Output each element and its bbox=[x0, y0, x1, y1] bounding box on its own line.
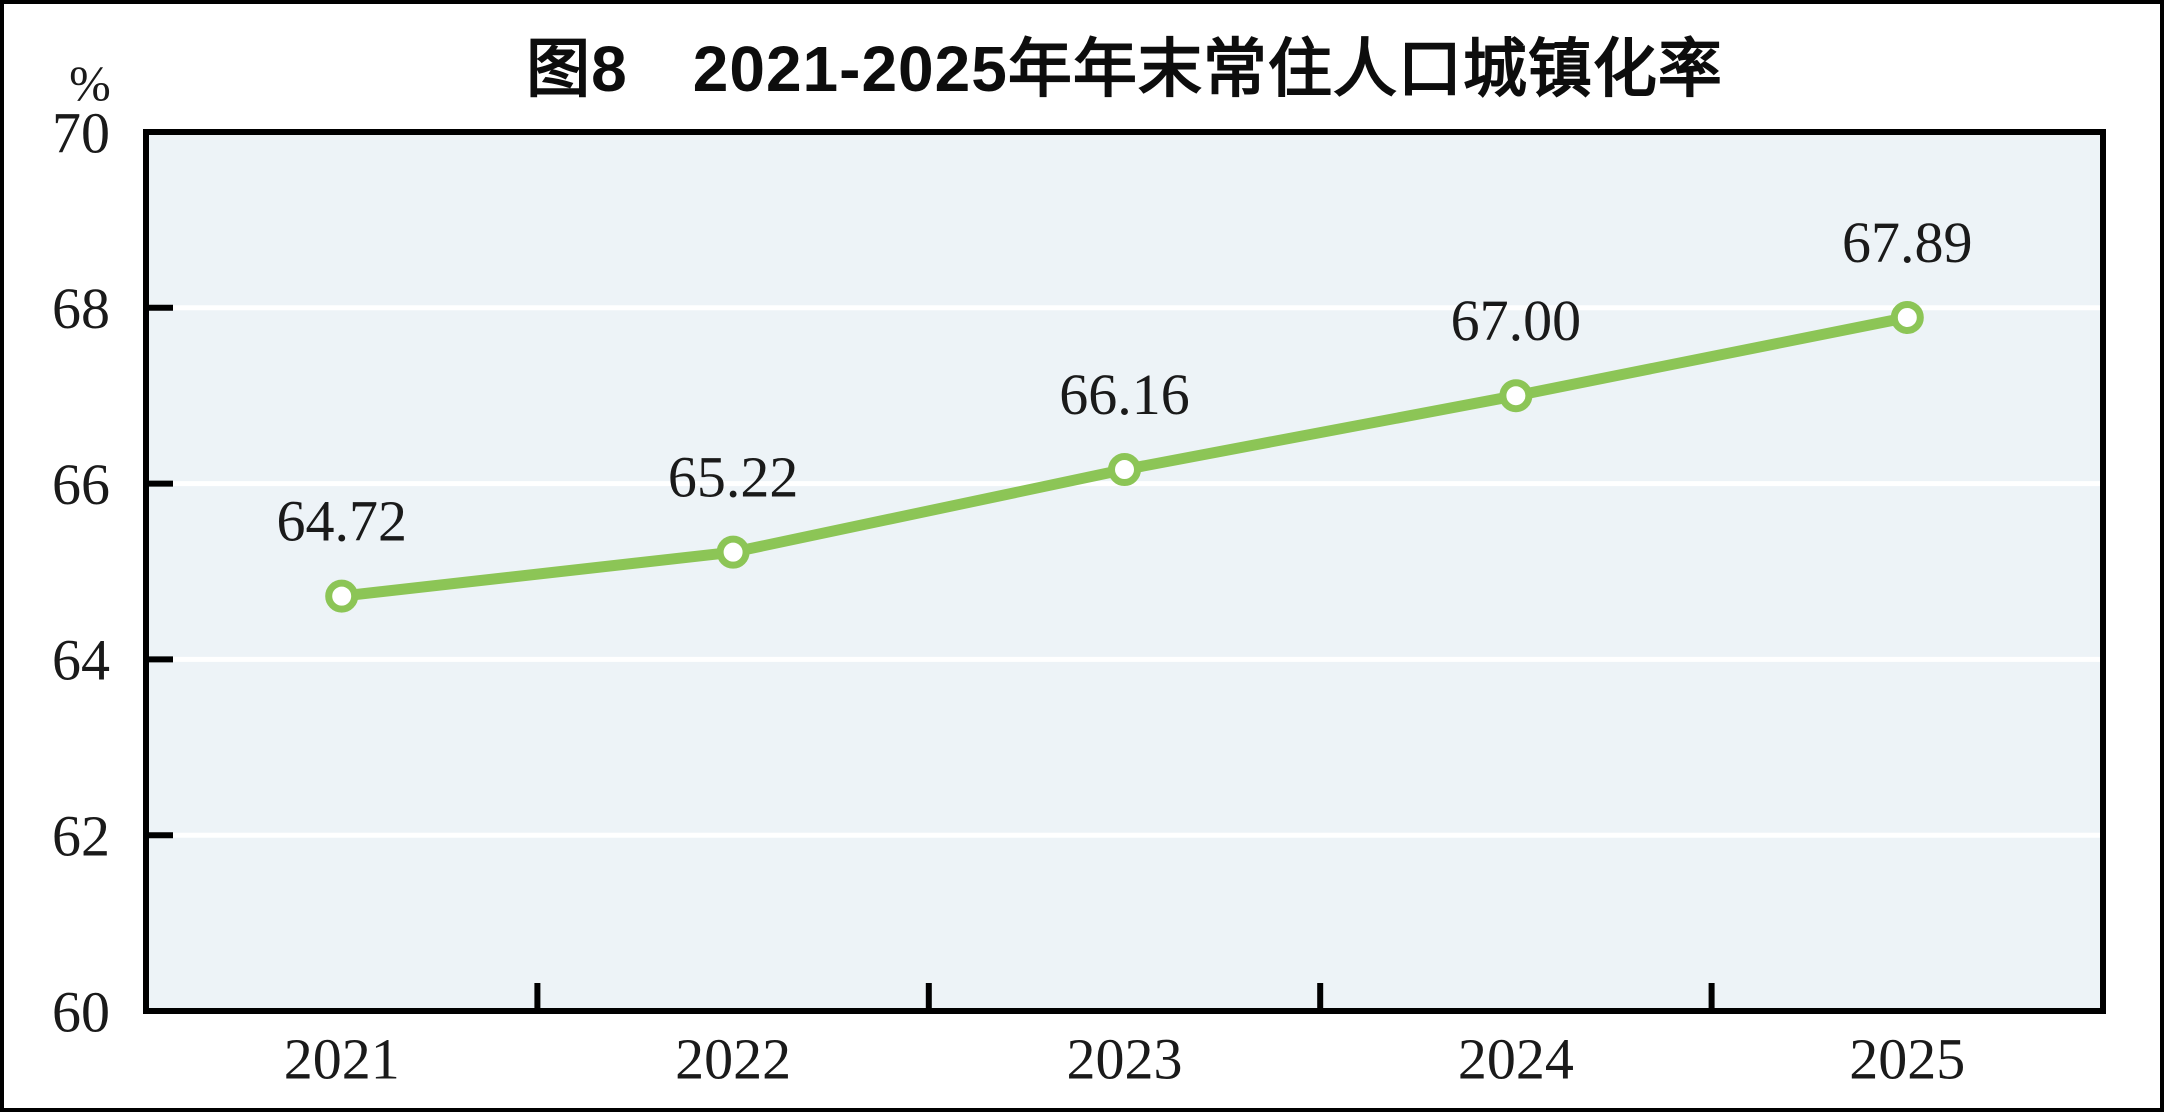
y-axis-tick-label: 62 bbox=[52, 804, 110, 869]
data-point-label: 64.72 bbox=[276, 488, 407, 553]
y-axis-tick-label: 70 bbox=[52, 100, 110, 165]
data-point-marker bbox=[325, 579, 359, 613]
y-axis-unit-label: % bbox=[69, 55, 111, 111]
data-point-marker bbox=[1499, 379, 1533, 413]
x-axis-tick-label: 2024 bbox=[1458, 1026, 1574, 1091]
data-point-marker bbox=[1108, 453, 1141, 487]
x-axis-tick-label: 2025 bbox=[1849, 1026, 1965, 1091]
y-axis-tick-label: 68 bbox=[52, 276, 110, 341]
x-axis-tick-label: 2021 bbox=[284, 1026, 400, 1091]
y-axis-tick-label: 64 bbox=[52, 628, 110, 693]
urbanization-line-chart: 64.72 65.22 66.16 67.00 67.89 60 62 64 66 68 70 202… bbox=[52, 100, 2106, 1091]
x-axis-tick-label: 2022 bbox=[675, 1026, 791, 1091]
chart-title: 图8 2021-2025年年末常住人口城镇化率 bbox=[526, 33, 1723, 105]
data-point-marker bbox=[1890, 300, 1924, 334]
plot-border bbox=[143, 129, 2106, 1014]
plot-area bbox=[146, 132, 2103, 1011]
data-point-marker bbox=[716, 535, 750, 569]
data-point-label: 66.16 bbox=[1059, 362, 1190, 427]
data-point-label: 67.00 bbox=[1451, 288, 1582, 353]
y-axis-tick-label: 60 bbox=[52, 979, 110, 1044]
y-axis-tick-label: 66 bbox=[52, 452, 110, 517]
data-point-label: 67.89 bbox=[1842, 210, 1973, 275]
data-point-label: 65.22 bbox=[668, 444, 799, 509]
x-axis-tick-label: 2023 bbox=[1067, 1026, 1183, 1091]
